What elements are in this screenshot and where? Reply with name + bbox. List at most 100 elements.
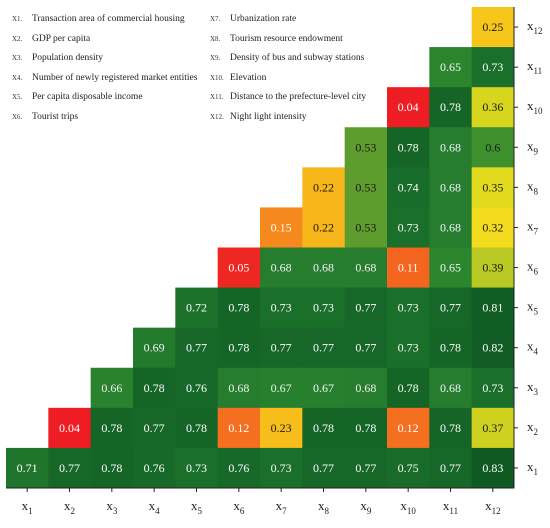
heatmap-cell <box>260 407 303 449</box>
cell-value-label: 0.78 <box>440 341 461 355</box>
heatmap-cell <box>6 447 49 489</box>
y-tick-label: x12 <box>527 18 543 36</box>
heatmap-cell <box>429 247 473 289</box>
cell-value-label: 0.78 <box>101 421 122 435</box>
cell-value-label: 0.78 <box>186 421 207 435</box>
cell-value-label: 0.75 <box>398 461 419 475</box>
heatmap-cell <box>429 367 473 409</box>
y-tick-label: x10 <box>527 98 543 116</box>
heatmap-cell <box>175 367 219 409</box>
heatmap-cell <box>429 407 473 449</box>
legend-label: Elevation <box>230 72 267 83</box>
cell-value-label: 0.77 <box>313 341 334 355</box>
cell-value-label: 0.04 <box>59 421 80 435</box>
legend-label: Distance to the prefecture-level city <box>230 92 367 103</box>
heatmap-cell <box>429 327 473 369</box>
heatmap-cell <box>344 327 388 369</box>
legend-code: X3. <box>12 54 23 63</box>
heatmap-cell <box>260 247 303 289</box>
cell-value-label: 0.32 <box>482 220 503 234</box>
cell-value-label: 0.77 <box>186 341 207 355</box>
legend-label: Urbanization rate <box>230 14 297 24</box>
x-tick-label: x5 <box>191 498 203 516</box>
cell-value-label: 0.12 <box>398 421 419 435</box>
cell-value-label: 0.25 <box>482 20 503 34</box>
heatmap-cell <box>133 447 176 489</box>
x-tick-label: x4 <box>149 498 161 516</box>
heatmap-cell <box>471 7 515 48</box>
legend-label: Density of bus and subway stations <box>230 53 365 64</box>
heatmap-cell <box>260 207 303 248</box>
legend-label: Number of newly registered market entiti… <box>32 72 198 83</box>
cell-value-label: 0.76 <box>144 461 165 475</box>
heatmap-cell <box>387 127 430 168</box>
cell-value-label: 0.71 <box>17 461 38 475</box>
heatmap-cell <box>344 127 388 168</box>
legend-code: X8. <box>210 34 221 43</box>
cell-value-label: 0.76 <box>186 381 207 395</box>
x-tick-label: x10 <box>400 498 416 516</box>
cell-value-label: 0.77 <box>355 461 376 475</box>
heatmap-cell <box>344 247 388 289</box>
cell-value-label: 0.68 <box>271 261 292 275</box>
heatmap-cell <box>387 447 430 489</box>
heatmap-cell <box>302 407 346 449</box>
legend-code: X7. <box>210 15 221 23</box>
cell-value-label: 0.73 <box>398 341 419 355</box>
y-tick-label: x3 <box>527 379 539 397</box>
heatmap-cell <box>387 87 430 128</box>
cell-value-label: 0.67 <box>271 381 292 395</box>
legend-label: Transaction area of commercial housing <box>32 14 185 24</box>
cell-value-label: 0.65 <box>440 60 461 74</box>
cell-value-label: 0.73 <box>271 301 292 315</box>
heatmap-cell <box>260 287 303 329</box>
legend-code: X2. <box>12 34 23 43</box>
x-tick-label: x1 <box>22 498 33 516</box>
heatmap-cell <box>471 167 515 208</box>
heatmap-cell <box>471 367 515 409</box>
y-tick-label: x9 <box>527 138 539 156</box>
cell-value-label: 0.67 <box>313 381 334 395</box>
heatmap-cell <box>217 447 261 489</box>
cell-value-label: 0.11 <box>398 261 419 275</box>
heatmap-cells: 0.25 0.65 0.73 0.04 0.78 0.36 0.53 0.78 0.68 0.6 0… <box>6 7 515 489</box>
legend-code: X4. <box>12 73 23 82</box>
heatmap-cell <box>429 447 473 489</box>
legend-label: GDP per capita <box>32 33 91 44</box>
cell-value-label: 0.78 <box>355 421 376 435</box>
heatmap-cell <box>471 407 515 449</box>
heatmap-cell <box>344 207 388 248</box>
legend-code: X12. <box>210 113 224 121</box>
heatmap-cell <box>344 287 388 329</box>
cell-value-label: 0.68 <box>313 261 334 275</box>
cell-value-label: 0.12 <box>228 421 249 435</box>
cell-value-label: 0.78 <box>398 140 419 154</box>
legend-item-x1: X1. Transaction area of commercial housin… <box>12 14 185 24</box>
heatmap-cell <box>260 327 303 369</box>
cell-value-label: 0.53 <box>355 220 376 234</box>
heatmap-cell <box>302 167 346 208</box>
legend-code: X6. <box>12 113 23 121</box>
heatmap-cell <box>387 247 430 289</box>
cell-value-label: 0.77 <box>313 461 334 475</box>
legend-code: X5. <box>12 93 23 102</box>
heatmap-cell <box>344 167 388 208</box>
heatmap-cell <box>429 167 473 208</box>
legend-code: X11. <box>210 93 224 102</box>
heatmap-cell <box>471 447 515 489</box>
heatmap-cell <box>133 327 176 369</box>
heatmap-cell <box>387 327 430 369</box>
cell-value-label: 0.53 <box>355 180 376 194</box>
y-tick-label: x6 <box>527 259 539 277</box>
heatmap-cell <box>217 287 261 329</box>
cell-value-label: 0.05 <box>228 261 249 275</box>
legend-item-x7: X7. Urbanization rate <box>210 14 296 24</box>
y-tick-label: x5 <box>527 299 539 317</box>
cell-value-label: 0.69 <box>144 341 165 355</box>
legend-item-x11: X11. Distance to the prefecture-level cit… <box>210 92 366 102</box>
cell-value-label: 0.22 <box>313 180 334 194</box>
cell-value-label: 0.78 <box>313 421 334 435</box>
heatmap-cell <box>344 447 388 489</box>
heatmap-cell <box>387 287 430 329</box>
legend-label: Per capita disposable income <box>32 92 143 103</box>
